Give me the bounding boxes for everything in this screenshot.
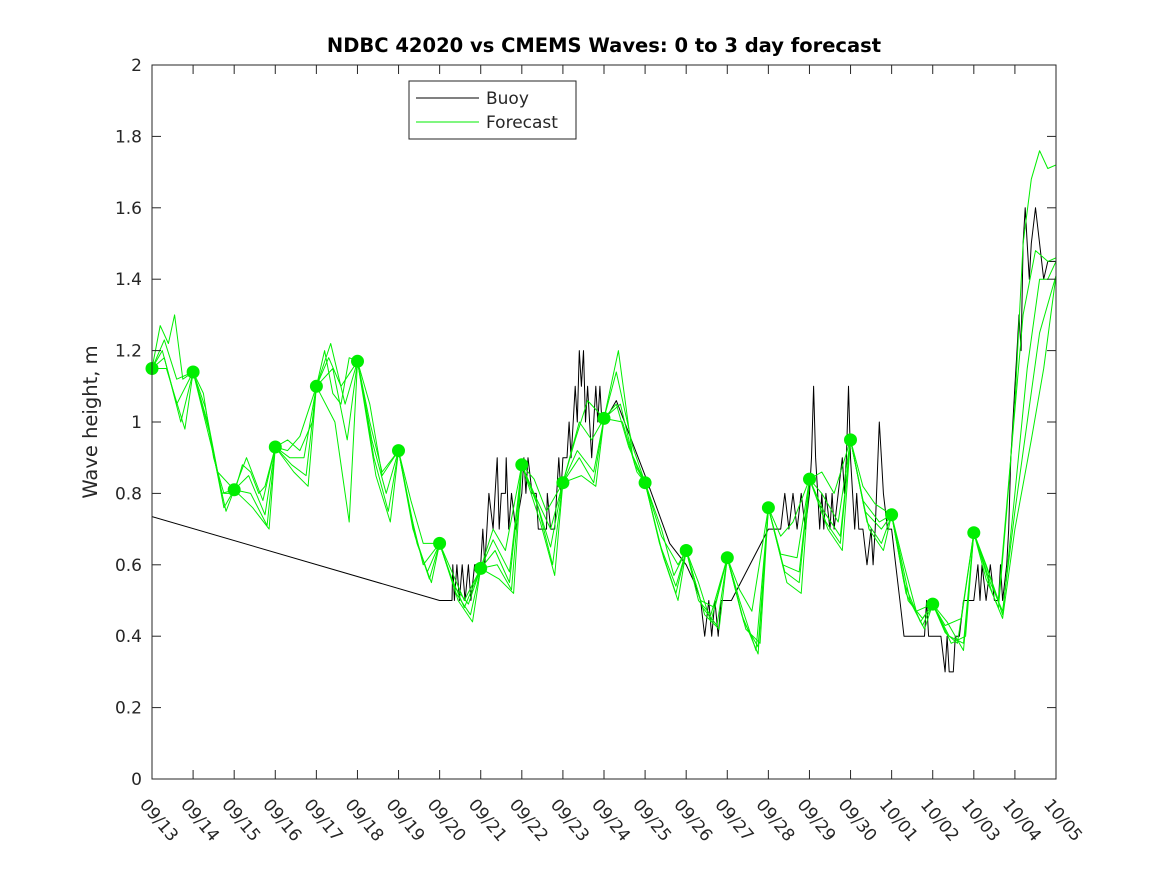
y-tick-label: 0.6 (115, 556, 142, 576)
legend-box (408, 80, 577, 140)
y-tick-label: 2 (131, 56, 142, 76)
forecast-start-marker-3 (268, 440, 282, 454)
forecast-start-marker-6 (392, 444, 405, 458)
forecast-start-marker-10 (556, 476, 570, 490)
y-tick-label: 0.8 (115, 484, 142, 504)
forecast-start-marker-1 (186, 365, 200, 379)
forecast-start-marker-14 (720, 551, 734, 565)
forecast-start-marker-15 (761, 501, 775, 515)
legend-buoy-label: Buoy (486, 89, 529, 109)
forecast-start-marker-11 (597, 411, 611, 425)
y-tick-label: 1.6 (115, 199, 142, 219)
forecast-start-marker-4 (309, 379, 323, 393)
y-tick-label: 1 (131, 413, 142, 433)
forecast-start-marker-2 (227, 483, 241, 497)
forecast-start-marker-9 (515, 458, 529, 472)
forecast-start-marker-20 (967, 526, 981, 540)
forecast-start-marker-13 (679, 544, 693, 557)
y-axis-label: Wave height, m (79, 345, 102, 498)
forecast-start-marker-19 (926, 597, 940, 611)
forecast-start-marker-16 (803, 472, 816, 486)
marker-layer (145, 354, 981, 611)
forecast-start-marker-18 (885, 508, 899, 522)
y-tick-label: 1.4 (115, 270, 142, 290)
forecast-start-marker-7 (433, 536, 447, 550)
y-tick-label: 0.2 (115, 699, 142, 719)
y-tick-label: 1.2 (115, 342, 142, 362)
forecast-start-marker-17 (844, 433, 857, 447)
forecast-start-marker-12 (638, 476, 652, 490)
buoy-series-line (152, 207, 1056, 673)
legend-forecast-label: Forecast (486, 113, 558, 133)
chart-title: NDBC 42020 vs CMEMS Waves: 0 to 3 day fo… (327, 34, 881, 57)
y-tick-label: 0.4 (115, 627, 142, 647)
forecast-start-marker-5 (351, 354, 364, 368)
y-tick-label: 1.8 (115, 127, 142, 147)
forecast-start-marker-8 (474, 561, 488, 575)
y-tick-label: 0 (131, 770, 142, 790)
legend[interactable]: Buoy Forecast (408, 80, 577, 140)
